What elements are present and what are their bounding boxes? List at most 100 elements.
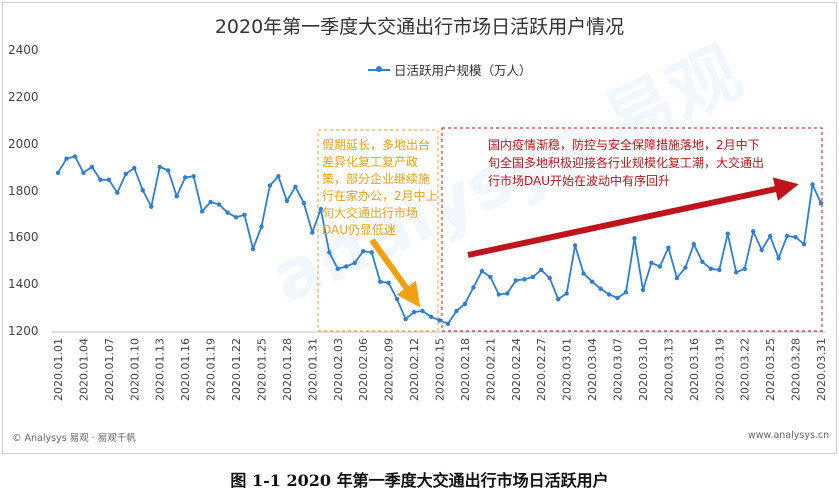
x-tick-label: 2020.03.22: [739, 338, 752, 401]
data-point: [98, 177, 103, 182]
data-point: [140, 188, 145, 193]
x-tick-label: 2020.02.15: [434, 338, 447, 401]
data-point: [691, 242, 696, 247]
data-point: [683, 265, 688, 270]
x-tick-label: 2020.03.04: [586, 338, 599, 401]
x-tick-label: 2020.03.25: [764, 338, 777, 401]
data-point: [606, 292, 612, 297]
x-tick-label: 2020.01.16: [179, 338, 192, 401]
data-point: [717, 267, 722, 273]
data-point: [539, 267, 544, 273]
x-tick-label: 2020.03.13: [662, 338, 675, 401]
x-tick-label: 2020.03.10: [637, 338, 650, 401]
data-point: [505, 291, 510, 296]
data-point: [674, 275, 680, 281]
data-point: [378, 279, 383, 284]
data-point: [369, 250, 374, 255]
data-point: [818, 201, 824, 206]
data-point: [471, 285, 476, 290]
data-point: [496, 292, 501, 297]
data-point: [640, 287, 646, 293]
data-point: [793, 235, 798, 240]
footer-copyright: © Analysys 易观 · 易观千帆: [12, 433, 136, 444]
data-point: [657, 264, 663, 269]
data-point: [115, 190, 120, 195]
x-tick-label: 2020.02.24: [510, 338, 523, 401]
x-tick-label: 2020.02.21: [484, 338, 497, 401]
x-tick-label: 2020.03.16: [688, 338, 701, 401]
y-tick-label: 2000: [8, 136, 39, 151]
data-point: [301, 201, 307, 206]
x-tick-label: 2020.01.04: [77, 338, 90, 401]
data-point: [191, 174, 196, 179]
data-point: [572, 243, 578, 248]
trend-arrow-up: [467, 177, 799, 258]
x-tick-label: 2020.01.25: [256, 338, 269, 401]
data-point: [623, 290, 629, 295]
x-tick-label: 2020.01.10: [128, 338, 141, 401]
y-tick-label: 2200: [8, 89, 39, 104]
data-point: [318, 206, 323, 212]
y-tick-label: 1400: [8, 277, 39, 292]
chart-title: 2020年第一季度大交通出行市场日活跃用户情况: [214, 16, 625, 38]
data-point: [700, 259, 705, 264]
data-point: [259, 224, 264, 229]
x-tick-label: 2020.01.01: [52, 338, 65, 401]
data-point: [55, 170, 61, 175]
legend-marker-icon: [368, 65, 390, 72]
data-point: [462, 301, 468, 307]
data-point: [547, 275, 552, 281]
trend-arrow-down: [369, 238, 421, 308]
data-point: [267, 183, 273, 188]
data-point: [310, 230, 315, 235]
data-point: [352, 260, 357, 266]
data-point: [488, 274, 493, 280]
data-point: [276, 174, 281, 179]
data-point: [386, 280, 391, 285]
data-point: [344, 264, 349, 269]
data-point: [708, 266, 713, 271]
annotation-right: 国内疫情渐稳，防控与安全保障措施落地，2月中下旬全国多地积极迎接各行业规模化复工…: [488, 138, 765, 188]
x-tick-label: 2020.02.06: [357, 338, 370, 401]
x-tick-label: 2020.01.13: [154, 338, 167, 401]
data-point: [437, 318, 442, 323]
annotation-left: 假期延长，多地出台差异化复工复产政策，部分企业继续施行在家办公，2月中上旬大交通…: [322, 138, 438, 237]
x-tick-label: 2020.03.07: [612, 338, 625, 401]
data-point: [776, 256, 781, 261]
data-point: [208, 199, 213, 205]
x-tick-label: 2020.01.28: [281, 338, 294, 401]
y-tick-label: 2400: [8, 43, 39, 57]
data-point: [649, 260, 654, 266]
data-point: [403, 316, 408, 322]
figure-caption: 图 1-1 2020 年第一季度大交通出行市场日活跃用户: [230, 471, 609, 490]
x-tick-label: 2020.01.19: [205, 338, 218, 401]
data-point: [767, 233, 773, 239]
y-tick-label: 1800: [8, 183, 39, 198]
data-point: [479, 268, 485, 274]
data-point: [361, 249, 366, 254]
footer-url: www.analysys.cn: [748, 430, 830, 441]
y-tick-label: 1200: [8, 324, 39, 338]
data-point: [589, 279, 595, 284]
data-point: [734, 270, 739, 275]
x-tick-label: 2020.02.03: [332, 338, 345, 401]
chart-frame: [2, 2, 837, 454]
data-point: [335, 266, 340, 271]
data-point: [199, 209, 205, 214]
annotation-box-right: [441, 127, 823, 332]
data-point: [284, 198, 290, 204]
legend-label: 日活跃用户规模（万人）: [394, 63, 532, 78]
data-point: [394, 297, 400, 302]
data-point: [72, 154, 78, 159]
data-point: [632, 236, 637, 241]
data-point: [132, 165, 137, 171]
data-point: [445, 321, 451, 326]
x-tick-label: 2020.02.12: [408, 338, 421, 401]
data-point: [428, 314, 434, 319]
data-point: [89, 164, 95, 170]
annotation-box-left: [317, 129, 439, 332]
x-tick-label: 2020.03.28: [790, 338, 803, 401]
data-point: [81, 170, 86, 175]
x-tick-label: 2020.03.01: [561, 338, 574, 401]
data-point: [801, 242, 807, 247]
